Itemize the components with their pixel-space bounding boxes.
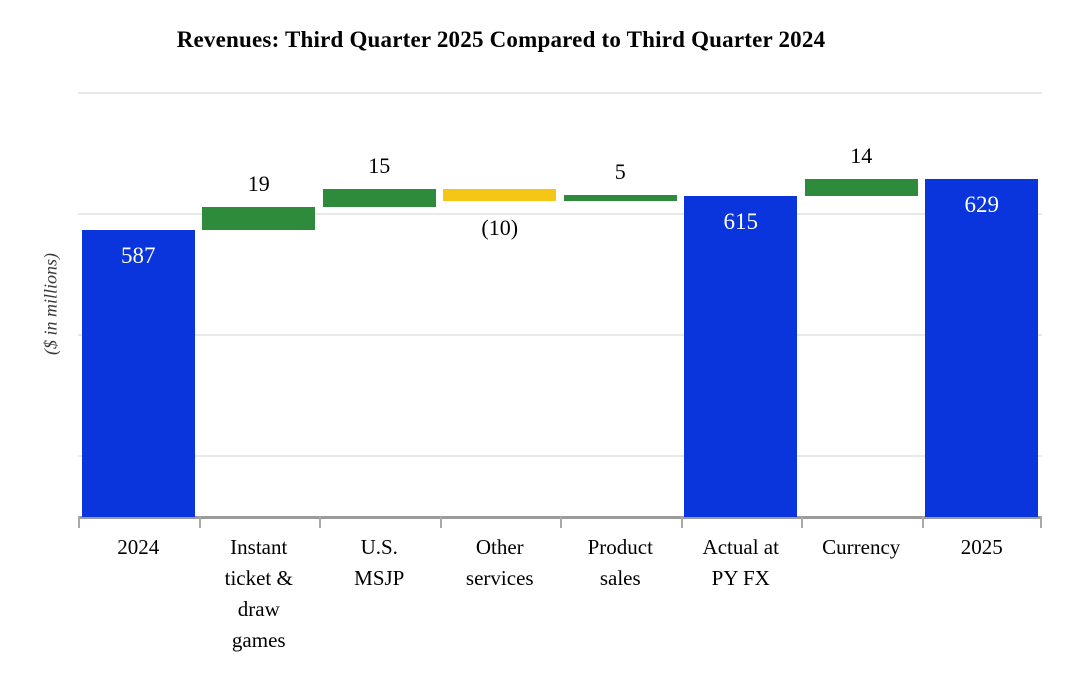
- gridline: [78, 455, 1042, 458]
- x-axis-tick: [78, 516, 80, 528]
- x-axis-category-label: Other services: [465, 535, 534, 590]
- gridline: [78, 213, 1042, 216]
- bar-value-label: 15: [368, 152, 391, 178]
- chart-title: Revenues: Third Quarter 2025 Compared to…: [176, 27, 826, 52]
- waterfall-bar-u-s-msjp[interactable]: [322, 188, 436, 207]
- x-axis-tick: [439, 516, 442, 528]
- y-axis-title: ($ in millions): [40, 253, 61, 355]
- x-axis-tick: [1040, 516, 1042, 528]
- x-axis-tick: [319, 516, 321, 528]
- bar-value-label: (10): [481, 214, 519, 240]
- x-axis-tick: [560, 516, 562, 528]
- waterfall-bar-instant-ticket-draw-games[interactable]: [202, 206, 316, 230]
- x-axis-tick: [921, 516, 924, 528]
- bar-value-label: 629: [964, 192, 1000, 217]
- x-axis-category-label: 2025: [960, 535, 1003, 559]
- waterfall-bar-product-sales[interactable]: [563, 194, 677, 201]
- x-axis-category-label: Currency: [822, 535, 901, 559]
- waterfall-bar-currency[interactable]: [804, 179, 918, 196]
- x-axis-tick: [198, 516, 201, 528]
- x-axis-tick: [680, 516, 683, 528]
- x-axis-category-label: U.S. MSJP: [354, 535, 405, 590]
- waterfall-bar-other-services[interactable]: [443, 188, 557, 201]
- x-axis-category-label: Actual at PY FX: [702, 535, 779, 590]
- bar-value-label: 587: [121, 242, 156, 268]
- waterfall-bar-2024[interactable]: [81, 229, 195, 517]
- waterfall-bar-actual-at-py-fx[interactable]: [684, 195, 798, 517]
- x-axis-tick: [801, 516, 803, 528]
- bar-value-label: 19: [247, 170, 270, 196]
- x-axis-category-label: Product sales: [587, 535, 653, 590]
- x-axis-category-label: Instant ticket & draw games: [224, 535, 293, 652]
- plot-area: 587 2024 19 Instant ticket & draw games 15 U.…: [78, 92, 1042, 652]
- waterfall-bar-2025[interactable]: [925, 179, 1039, 517]
- gridline: [78, 334, 1042, 337]
- bar-value-label: 5: [614, 158, 626, 184]
- gridline: [78, 92, 1042, 94]
- bar-value-label: 14: [850, 143, 873, 168]
- x-axis-category-label: 2024: [117, 535, 160, 559]
- bar-value-label: 615: [723, 208, 759, 234]
